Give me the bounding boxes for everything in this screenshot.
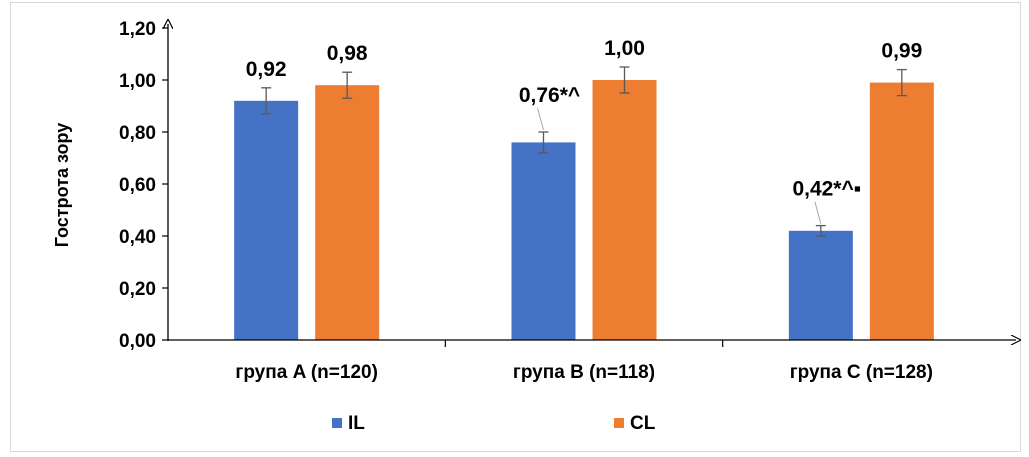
data-label: 0,99: [881, 40, 922, 63]
data-label: 0,92: [246, 58, 287, 81]
y-axis-label: Гострота зору: [52, 123, 72, 248]
y-tick-label: 0,80: [119, 123, 156, 144]
error-bar: [538, 131, 549, 154]
y-tick-label: 0,20: [119, 279, 156, 300]
bar-il: [234, 100, 299, 340]
legend-item-cl: CL: [614, 413, 656, 434]
legend-swatch: [332, 418, 342, 428]
label-leader-line: [537, 107, 544, 131]
error-bar: [261, 87, 272, 115]
error-bar: [896, 68, 907, 97]
data-label: 0,76*^: [519, 84, 580, 107]
bar-cl: [869, 82, 934, 340]
y-tick-label: 0,40: [119, 227, 156, 248]
bar-cl: [592, 80, 657, 340]
category-label: група B (n=118): [513, 362, 655, 383]
bar-cl: [315, 85, 380, 340]
legend-label: CL: [630, 413, 656, 434]
error-bar: [619, 66, 630, 94]
legend-item-il: IL: [332, 413, 365, 434]
y-tick-label: 0,60: [119, 175, 156, 196]
bar-il: [788, 230, 853, 340]
legend-label: IL: [348, 413, 365, 434]
legend-swatch: [614, 418, 624, 428]
category-label: група A (n=120): [235, 362, 378, 383]
error-bar: [815, 224, 826, 237]
error-bar: [342, 71, 353, 99]
data-label: 1,00: [604, 37, 645, 60]
category-label: група C (n=128): [790, 362, 933, 383]
y-tick-label: 0,00: [119, 331, 156, 352]
data-label: 0,42*^▪: [792, 178, 861, 201]
y-tick-label: 1,00: [119, 71, 156, 92]
y-tick-label: 1,20: [119, 19, 156, 40]
bar-il: [511, 142, 576, 340]
label-leader-line: [814, 201, 822, 224]
data-label: 0,98: [327, 42, 368, 65]
